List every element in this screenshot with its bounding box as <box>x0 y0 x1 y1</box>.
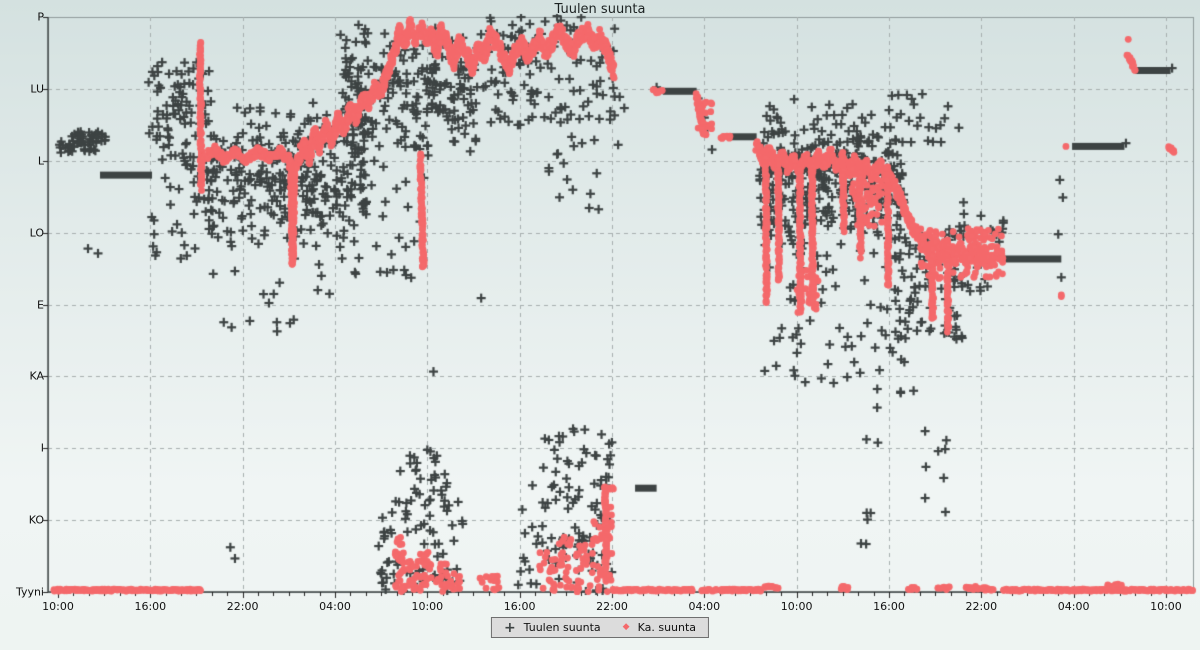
y-axis-label-i: I <box>40 441 44 455</box>
plus-marker-icon: + <box>503 619 516 636</box>
x-axis-label-0: 10:00 <box>42 600 74 613</box>
x-axis-label-9: 16:00 <box>873 600 905 613</box>
legend-item-tuulen-suunta: + Tuulen suunta <box>503 619 601 636</box>
y-axis-label-lu: LU <box>30 82 44 96</box>
x-axis-label-7: 04:00 <box>688 600 721 613</box>
y-axis-label-l: L <box>37 154 44 168</box>
chart-title: Tuulen suunta <box>554 2 646 17</box>
x-axis-label-6: 22:00 <box>596 600 628 613</box>
y-axis-label-ko: KO <box>28 513 44 527</box>
diamond-marker-icon: ◆ <box>622 622 630 632</box>
y-axis-label-tyyni: Tyyni <box>15 585 44 599</box>
x-axis-label-10: 22:00 <box>965 600 998 613</box>
x-axis-label-4: 10:00 <box>411 600 444 613</box>
legend-label: Tuulen suunta <box>523 621 601 634</box>
chart-legend: + Tuulen suunta ◆ Ka. suunta <box>490 617 710 638</box>
x-axis-label-8: 10:00 <box>780 600 813 613</box>
x-axis-label-11: 04:00 <box>1057 600 1090 613</box>
y-axis-label-lo: LO <box>29 226 44 240</box>
legend-item-ka-suunta: ◆ Ka. suunta <box>623 621 696 634</box>
x-axis-label-12: 10:00 <box>1150 600 1182 613</box>
y-axis-label-ka: KA <box>29 369 44 383</box>
x-axis-label-5: 16:00 <box>503 600 536 613</box>
legend-label: Ka. suunta <box>637 621 697 634</box>
x-axis-label-3: 04:00 <box>319 600 351 613</box>
y-axis-label-p: P <box>37 10 44 24</box>
x-axis-label-1: 16:00 <box>134 600 167 613</box>
y-axis-label-e: E <box>37 298 44 311</box>
x-axis-label-2: 22:00 <box>226 600 259 613</box>
